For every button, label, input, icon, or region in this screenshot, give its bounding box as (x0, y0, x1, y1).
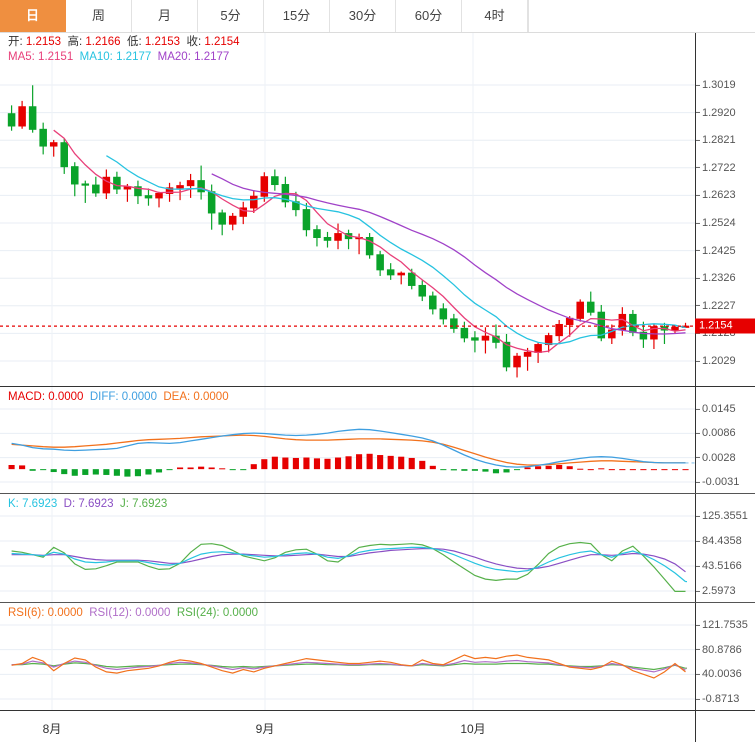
kdj-legend: K: 7.6923 D: 7.6923 J: 7.6923 (8, 497, 167, 512)
diff-value: 0.0000 (121, 391, 157, 403)
diff-label: DIFF: (89, 391, 119, 403)
kdj-d-value: 7.6923 (78, 498, 114, 510)
price-plot-area[interactable] (0, 33, 695, 386)
dea-value: 0.0000 (193, 391, 229, 403)
macd-y-axis: 0.0145 0.0086 0.0028 -0.0031 (695, 387, 755, 493)
candlestick-svg (0, 33, 695, 386)
axis-tick: 1.2722 (696, 162, 736, 174)
x-axis-label: 8月 (42, 722, 62, 736)
tab-week[interactable]: 周 (66, 0, 132, 32)
price-y-axis: 1.3019 1.2920 1.2821 1.2722 1.2623 1.2524 1.24… (695, 33, 755, 386)
axis-tick: 0.0086 (696, 427, 736, 439)
axis-tick: -0.8713 (696, 693, 739, 705)
tab-5min[interactable]: 5分 (198, 0, 264, 32)
period-tab-bar: 日 周 月 5分 15分 30分 60分 4时 (0, 0, 755, 33)
axis-tick: 0.0028 (696, 452, 736, 464)
kdj-panel[interactable]: K: 7.6923 D: 7.6923 J: 7.6923 125.3551 84… (0, 493, 755, 602)
kdj-y-axis: 125.3551 84.4358 43.5166 2.5973 (695, 494, 755, 602)
rsi12-value: 0.0000 (135, 607, 171, 619)
kdj-j-value: 7.6923 (132, 498, 168, 510)
kdj-k-value: 7.6923 (22, 498, 58, 510)
rsi6-value: 0.0000 (47, 607, 83, 619)
rsi-svg (0, 603, 695, 710)
ma5-label: MA5: (8, 51, 35, 63)
dea-label: DEA: (163, 391, 191, 403)
ma20-label: MA20: (157, 51, 191, 63)
ma10-value: 1.2177 (116, 51, 152, 63)
rsi-y-axis: 121.7535 80.8786 40.0036 -0.8713 (695, 603, 755, 710)
close-value: 1.2154 (204, 36, 240, 48)
axis-tick: 43.5166 (696, 560, 742, 572)
axis-tick: 121.7535 (696, 619, 748, 631)
last-price-badge: 1.2154 (695, 318, 755, 334)
axis-tick: 84.4358 (696, 535, 742, 547)
kdj-j-label: J: (119, 498, 129, 510)
rsi24-label: RSI(24): (176, 607, 220, 619)
rsi12-label: RSI(12): (89, 607, 133, 619)
tab-30min[interactable]: 30分 (330, 0, 396, 32)
kdj-d-label: D: (63, 498, 76, 510)
tab-bar-filler (528, 0, 755, 32)
tab-60min[interactable]: 60分 (396, 0, 462, 32)
rsi6-label: RSI(6): (8, 607, 45, 619)
axis-tick: 1.2029 (696, 355, 736, 367)
close-label: 收: (186, 36, 202, 48)
tab-15min[interactable]: 15分 (264, 0, 330, 32)
axis-tick: 1.2524 (696, 217, 736, 229)
axis-tick: 1.2227 (696, 300, 736, 312)
x-axis-corner (695, 711, 755, 742)
axis-tick: 1.2326 (696, 272, 736, 284)
x-axis: 8月 9月 10月 (0, 710, 755, 742)
rsi-legend: RSI(6): 0.0000 RSI(12): 0.0000 RSI(24): … (8, 606, 258, 621)
axis-tick: 2.5973 (696, 585, 736, 597)
open-label: 开: (8, 36, 23, 48)
macd-svg (0, 387, 695, 493)
axis-tick: 125.3551 (696, 510, 748, 522)
macd-legend: MACD: 0.0000 DIFF: 0.0000 DEA: 0.0000 (8, 390, 229, 405)
price-legend: 开: 1.2153 高: 1.2166 低: 1.2153 收: 1.2154 … (8, 35, 240, 65)
high-value: 1.2166 (85, 36, 121, 48)
macd-plot-area[interactable] (0, 387, 695, 493)
kdj-svg (0, 494, 695, 602)
macd-panel[interactable]: MACD: 0.0000 DIFF: 0.0000 DEA: 0.0000 0.… (0, 386, 755, 493)
axis-tick: 80.8786 (696, 644, 742, 656)
macd-value: 0.0000 (48, 391, 84, 403)
axis-tick: -0.0031 (696, 476, 739, 488)
axis-tick: 1.2821 (696, 134, 736, 146)
ma10-label: MA10: (79, 51, 113, 63)
tab-4hour[interactable]: 4时 (462, 0, 528, 32)
tab-month[interactable]: 月 (132, 0, 198, 32)
low-label: 低: (126, 36, 142, 48)
axis-tick: 1.2623 (696, 189, 736, 201)
axis-tick: 1.2920 (696, 107, 736, 119)
tab-day[interactable]: 日 (0, 0, 66, 32)
low-value: 1.2153 (144, 36, 181, 48)
macd-label: MACD: (8, 391, 46, 403)
ma5-value: 1.2151 (38, 51, 74, 63)
axis-tick: 1.2425 (696, 245, 736, 257)
price-chart-panel[interactable]: 开: 1.2153 高: 1.2166 低: 1.2153 收: 1.2154 … (0, 33, 755, 386)
open-value: 1.2153 (25, 36, 62, 48)
high-label: 高: (67, 36, 83, 48)
x-axis-label: 10月 (460, 722, 486, 736)
kdj-plot-area[interactable] (0, 494, 695, 602)
rsi-plot-area[interactable] (0, 603, 695, 710)
ma20-value: 1.2177 (194, 51, 230, 63)
axis-tick: 1.3019 (696, 79, 736, 91)
axis-tick: 40.0036 (696, 668, 742, 680)
kdj-k-label: K: (8, 498, 19, 510)
x-axis-label: 9月 (255, 722, 275, 736)
axis-tick: 0.0145 (696, 403, 736, 415)
rsi-panel[interactable]: RSI(6): 0.0000 RSI(12): 0.0000 RSI(24): … (0, 602, 755, 710)
rsi24-value: 0.0000 (222, 607, 259, 619)
